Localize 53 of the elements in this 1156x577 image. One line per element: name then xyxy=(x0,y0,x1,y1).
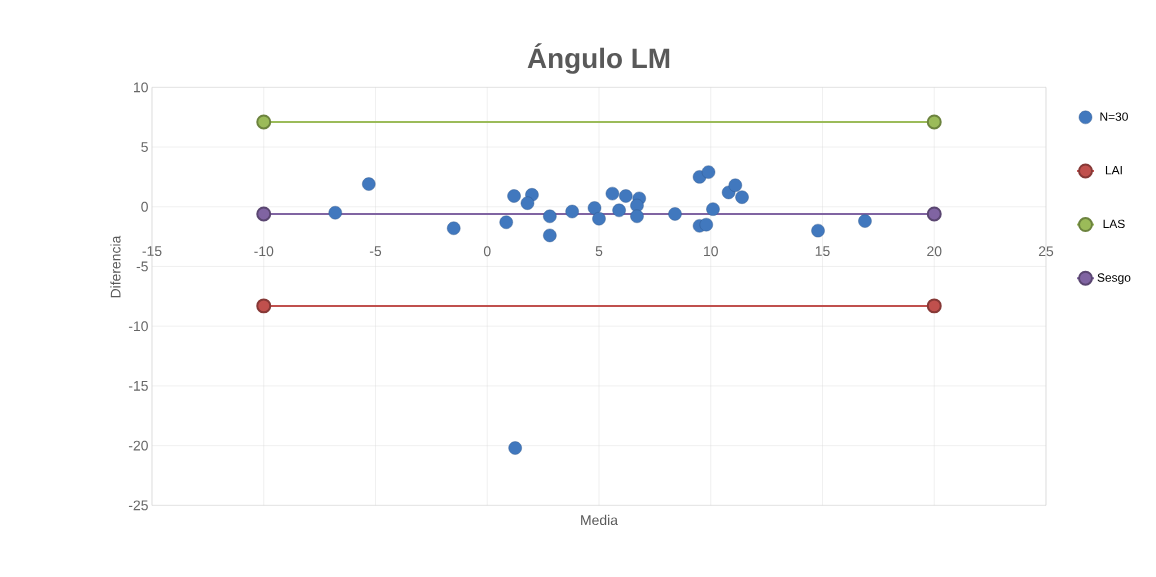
point xyxy=(508,441,522,455)
point xyxy=(926,206,942,222)
point xyxy=(605,186,620,201)
point xyxy=(543,209,557,223)
x-tick-label: 5 xyxy=(595,246,603,257)
x-tick-label: 15 xyxy=(815,246,830,257)
x-tick-label: 10 xyxy=(704,246,718,257)
point xyxy=(735,190,749,204)
x-axis-title: Media xyxy=(581,514,618,526)
x-tick-label: -5 xyxy=(369,246,382,257)
point xyxy=(587,201,602,215)
point xyxy=(706,202,720,216)
point xyxy=(543,228,557,243)
point xyxy=(328,206,342,220)
point xyxy=(811,223,825,238)
point xyxy=(592,212,606,226)
legend-label: LAS xyxy=(1103,219,1125,229)
point xyxy=(507,189,521,203)
legend-label: LAI xyxy=(1105,166,1122,175)
y-tick-label: -25 xyxy=(128,500,148,511)
legend-label: N=30 xyxy=(1100,112,1128,121)
point xyxy=(619,189,633,203)
x-tick-label: 25 xyxy=(1038,246,1054,257)
point xyxy=(612,203,626,218)
point xyxy=(499,215,513,229)
x-tick-label: 20 xyxy=(927,246,942,257)
point xyxy=(256,298,272,314)
x-tick-label: 0 xyxy=(483,246,491,257)
point xyxy=(926,114,942,130)
point xyxy=(926,298,942,314)
point xyxy=(728,178,742,192)
y-tick-label: 5 xyxy=(141,142,148,152)
point xyxy=(701,165,716,179)
y-tick-label: -5 xyxy=(136,261,148,272)
y-tick-label: -10 xyxy=(128,321,148,332)
point xyxy=(362,177,376,191)
point xyxy=(565,204,579,219)
y-tick-label: 0 xyxy=(141,201,148,212)
point xyxy=(858,214,872,228)
point xyxy=(256,114,272,130)
y-axis-title: Diferencia xyxy=(110,235,121,298)
x-tick-label: -10 xyxy=(254,246,274,257)
point xyxy=(630,209,644,223)
legend-label: Sesgo xyxy=(1097,273,1131,285)
point xyxy=(699,217,713,232)
y-tick-label: 10 xyxy=(134,82,148,93)
point xyxy=(447,221,461,235)
chart-title: Ángulo LM xyxy=(527,43,670,74)
y-tick-label: -20 xyxy=(128,440,148,451)
point xyxy=(256,206,272,222)
y-tick-label: -15 xyxy=(128,381,148,391)
point xyxy=(668,207,682,221)
point xyxy=(520,196,535,210)
